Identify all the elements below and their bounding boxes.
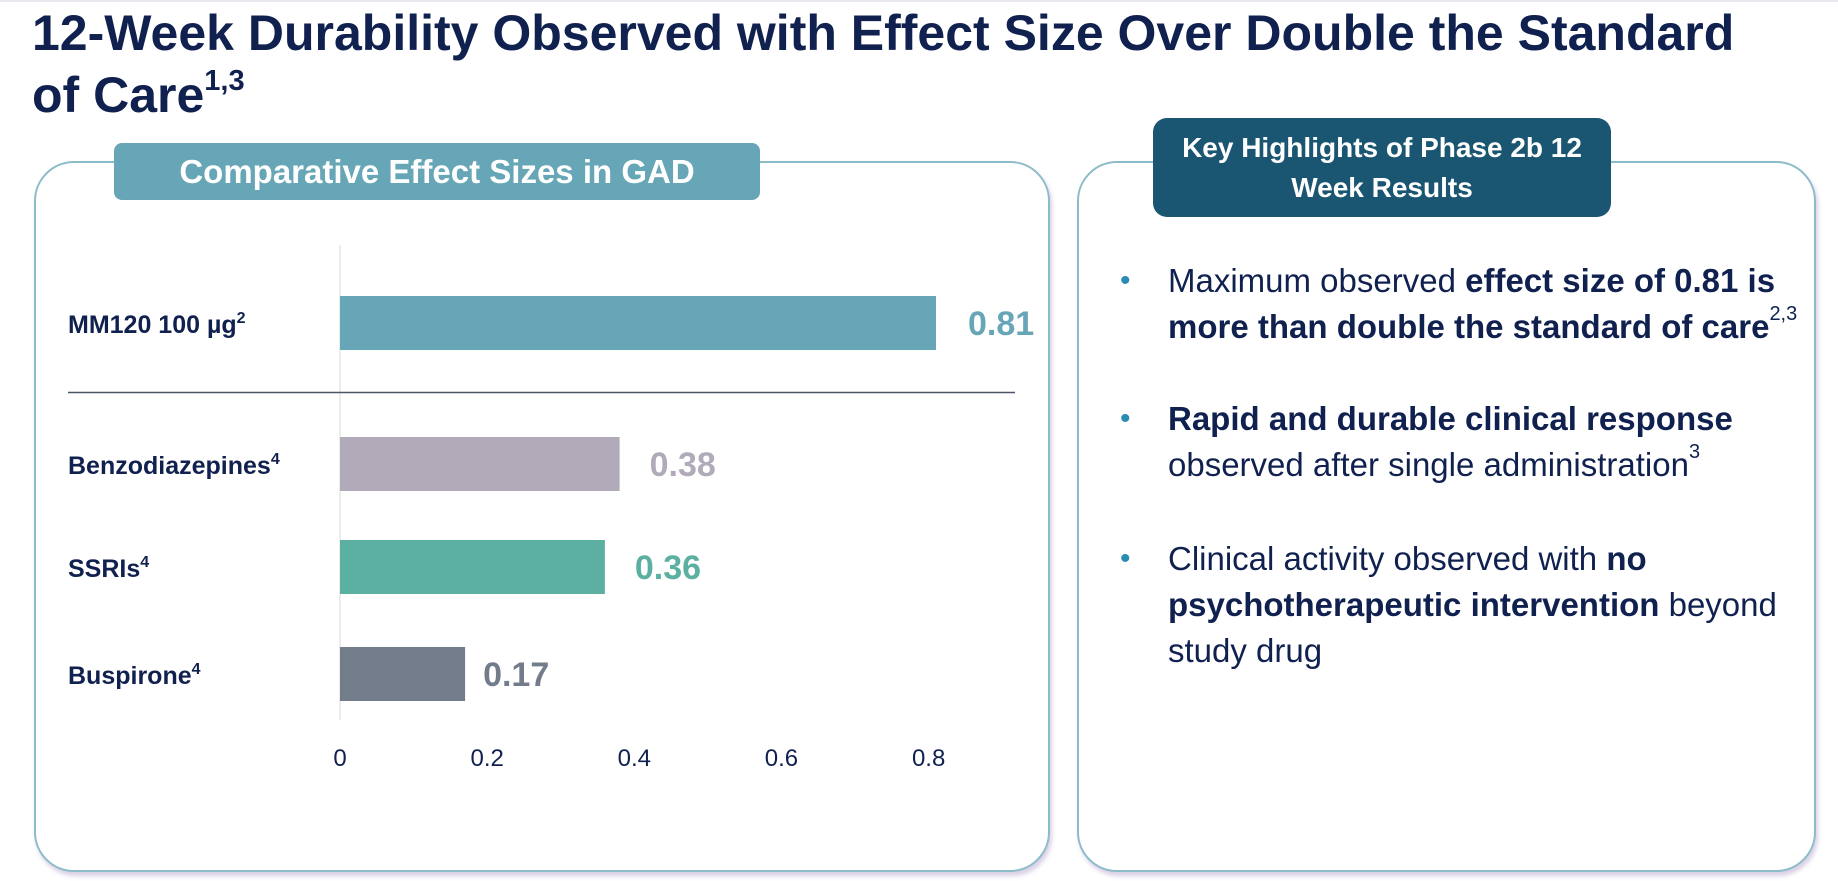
- effect-size-panel-title: Comparative Effect Sizes in GAD: [114, 143, 760, 200]
- highlights-panel-title: Key Highlights of Phase 2b 12 Week Resul…: [1153, 118, 1611, 217]
- highlight-text: Maximum observed: [1168, 262, 1466, 299]
- page-title: 12-Week Durability Observed with Effect …: [32, 2, 1792, 126]
- highlight-item: Clinical activity observed with no psych…: [1120, 536, 1800, 674]
- highlight-text: observed after single administration: [1168, 446, 1689, 483]
- highlights-list: Maximum observed effect size of 0.81 is …: [1120, 258, 1800, 674]
- page-title-footnote: 1,3: [204, 65, 245, 98]
- highlight-text: Clinical activity observed with: [1168, 540, 1607, 577]
- highlight-footnote: 2,3: [1769, 303, 1798, 325]
- highlight-bold-text: no psychotherapeutic intervention: [1168, 540, 1660, 623]
- highlight-footnote: 3: [1688, 441, 1701, 463]
- effect-size-panel: [34, 161, 1050, 872]
- highlight-bold-text: effect size of 0.81 is more than double …: [1168, 262, 1776, 345]
- page-title-text: 12-Week Durability Observed with Effect …: [32, 5, 1735, 123]
- highlight-item: Maximum observed effect size of 0.81 is …: [1120, 258, 1800, 350]
- top-rule: [0, 0, 1838, 2]
- highlight-text: beyond study drug: [1168, 586, 1777, 669]
- highlight-item: Rapid and durable clinical response obse…: [1120, 396, 1800, 488]
- highlight-bold-text: Rapid and durable clinical response: [1168, 400, 1733, 437]
